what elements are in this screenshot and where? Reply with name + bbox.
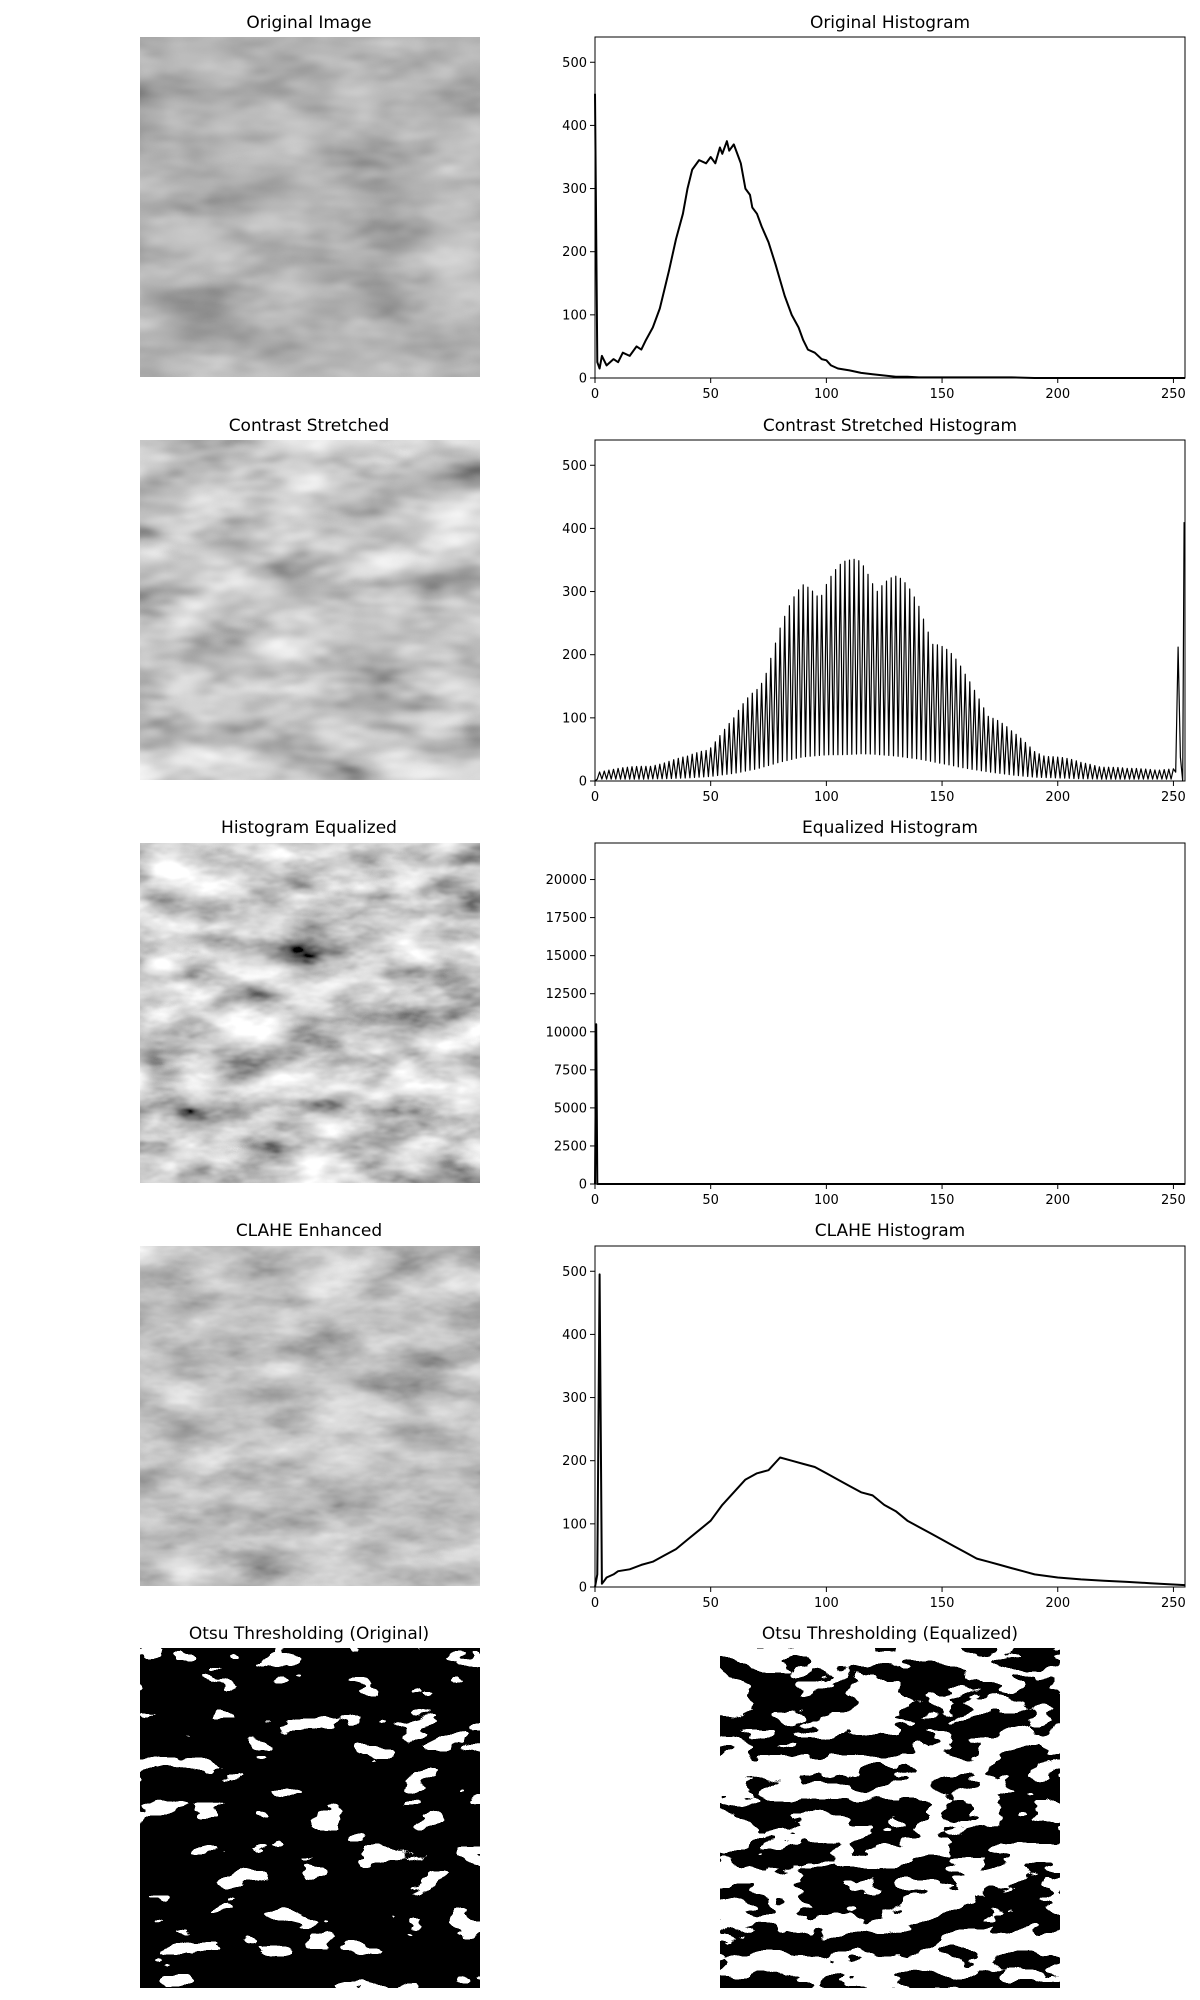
x-tick-label: 0 <box>591 1193 599 1208</box>
x-tick-label: 100 <box>814 387 839 402</box>
x-tick-label: 250 <box>1161 1596 1186 1611</box>
y-tick-label: 5000 <box>554 1101 587 1116</box>
hist-title-stretched: Contrast Stretched Histogram <box>763 416 1017 436</box>
x-tick-label: 50 <box>702 1193 719 1208</box>
plot-frame <box>594 842 1186 1185</box>
image-original <box>140 37 480 377</box>
x-tick-label: 50 <box>702 387 719 402</box>
y-tick-label: 12500 <box>546 987 587 1002</box>
y-tick-label: 400 <box>562 1328 587 1343</box>
y-tick-label: 200 <box>562 1454 587 1469</box>
y-tick-label: 200 <box>562 648 587 663</box>
x-tick-label: 200 <box>1045 387 1070 402</box>
image-title-otsu-equalized: Otsu Thresholding (Equalized) <box>762 1624 1018 1644</box>
y-tick-label: 300 <box>562 1391 587 1406</box>
image-title-otsu-original: Otsu Thresholding (Original) <box>189 1624 429 1644</box>
plot-frame <box>594 36 1186 379</box>
x-tick-label: 100 <box>814 1596 839 1611</box>
x-tick-label: 250 <box>1161 1193 1186 1208</box>
histogram-line <box>594 522 1185 782</box>
y-tick-label: 100 <box>562 711 587 726</box>
plot-frame <box>594 439 1186 782</box>
y-tick-label: 200 <box>562 245 587 260</box>
y-tick-label: 400 <box>562 119 587 134</box>
x-tick-label: 0 <box>591 1596 599 1611</box>
y-tick-label: 500 <box>562 56 587 71</box>
x-tick-label: 0 <box>591 387 599 402</box>
histogram-line <box>594 1023 1185 1185</box>
x-tick-label: 50 <box>702 790 719 805</box>
y-tick-label: 17500 <box>546 911 587 926</box>
x-tick-label: 0 <box>591 790 599 805</box>
y-tick-label: 0 <box>579 775 587 790</box>
x-tick-label: 50 <box>702 1596 719 1611</box>
y-tick-label: 500 <box>562 459 587 474</box>
y-tick-label: 0 <box>579 1581 587 1596</box>
y-tick-label: 0 <box>579 1178 587 1193</box>
image-title-stretched: Contrast Stretched <box>229 416 390 436</box>
x-tick-label: 150 <box>930 1596 955 1611</box>
y-tick-label: 100 <box>562 1517 587 1532</box>
x-tick-label: 100 <box>814 790 839 805</box>
plot-frame <box>594 1245 1186 1588</box>
image-otsu-equalized <box>720 1648 1060 1988</box>
histogram-clahe: 0 50 100 150 200 250 0 100 200 300 400 500 <box>562 1245 1186 1611</box>
x-tick-label: 100 <box>814 1193 839 1208</box>
x-tick-label: 150 <box>930 1193 955 1208</box>
x-tick-label: 200 <box>1045 790 1070 805</box>
y-tick-label: 7500 <box>554 1063 587 1078</box>
y-tick-label: 100 <box>562 308 587 323</box>
hist-title-clahe: CLAHE Histogram <box>815 1221 965 1241</box>
y-tick-label: 500 <box>562 1265 587 1280</box>
image-title-clahe: CLAHE Enhanced <box>236 1221 382 1241</box>
x-tick-label: 150 <box>930 790 955 805</box>
image-stretched <box>140 440 480 780</box>
x-tick-label: 200 <box>1045 1596 1070 1611</box>
y-tick-label: 0 <box>579 372 587 387</box>
image-title-original: Original Image <box>246 13 371 33</box>
image-title-equalized: Histogram Equalized <box>221 818 397 838</box>
histogram-line <box>594 93 1185 379</box>
histogram-stretched: 0 50 100 150 200 250 0 100 200 300 400 500 <box>562 439 1186 805</box>
histogram-line <box>594 1273 1186 1588</box>
x-tick-label: 150 <box>930 387 955 402</box>
x-tick-label: 200 <box>1045 1193 1070 1208</box>
hist-title-equalized: Equalized Histogram <box>802 818 978 838</box>
y-tick-label: 2500 <box>554 1139 587 1154</box>
x-tick-label: 250 <box>1161 790 1186 805</box>
y-tick-label: 400 <box>562 522 587 537</box>
y-tick-label: 300 <box>562 182 587 197</box>
image-clahe <box>140 1246 480 1586</box>
y-tick-label: 300 <box>562 585 587 600</box>
x-tick-label: 250 <box>1161 387 1186 402</box>
image-otsu-original <box>140 1648 480 1988</box>
y-tick-label: 10000 <box>546 1025 587 1040</box>
y-tick-label: 20000 <box>546 873 587 888</box>
histogram-equalized: 0 50 100 150 200 2500250050007500100001250015… <box>546 842 1186 1208</box>
y-tick-label: 15000 <box>546 949 587 964</box>
histogram-original: 0 50 100 150 200 250 0 100 200 300 400 500 <box>562 36 1186 402</box>
image-equalized <box>140 843 480 1183</box>
hist-title-original: Original Histogram <box>810 13 970 33</box>
